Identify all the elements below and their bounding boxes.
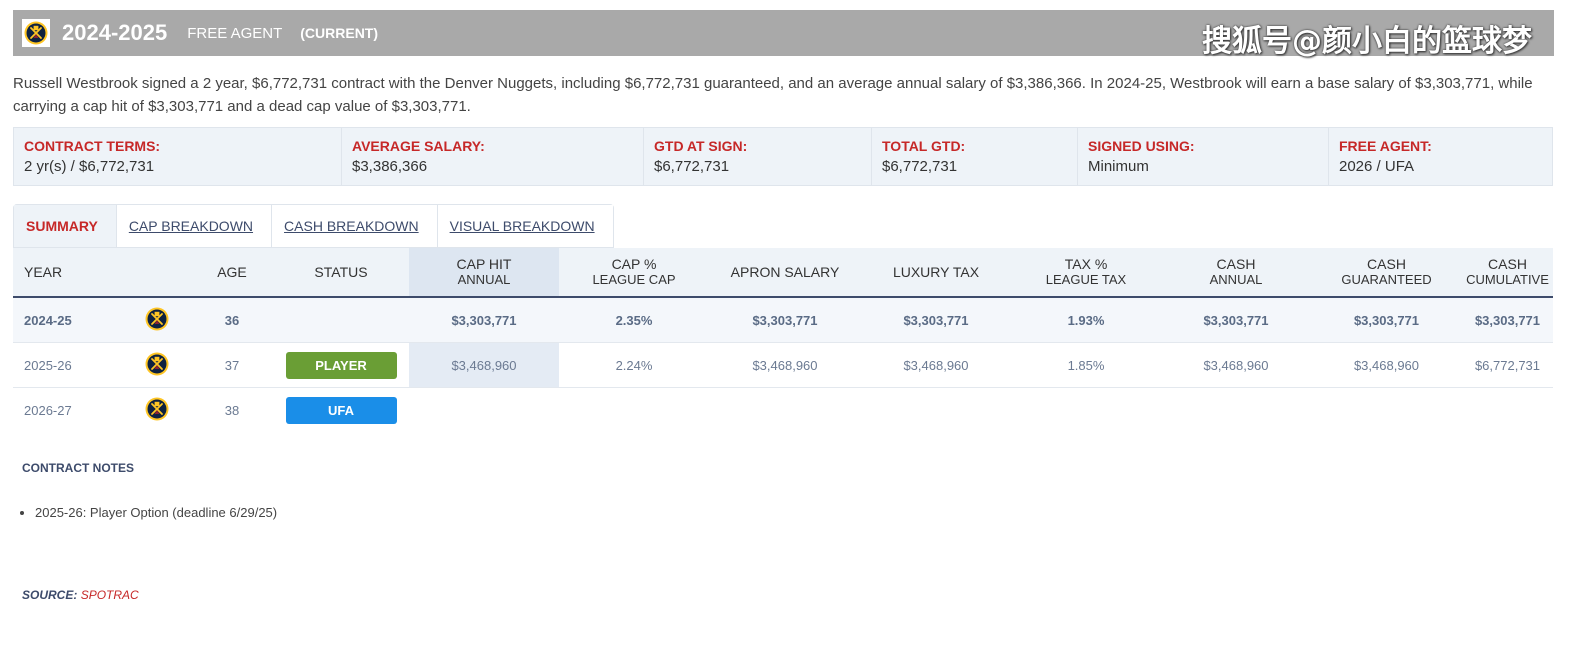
term-label: FREE AGENT: xyxy=(1339,138,1432,154)
status-badge-ufa: UFA xyxy=(285,396,397,424)
table-row: 2025-26 37 PLAYER $3,468,960 2.24% $3,46… xyxy=(13,342,1553,388)
table-header-row: YEAR AGE STATUS CAP HIT ANNUAL CAP % LEAGU… xyxy=(13,248,1553,298)
term-total-gtd: TOTAL GTD: $6,772,731 xyxy=(872,128,1078,185)
term-label: TOTAL GTD: xyxy=(882,138,966,154)
cell-apron: $3,303,771 xyxy=(709,297,861,343)
cell-status xyxy=(273,297,409,343)
cell-cap-hit: $3,468,960 xyxy=(409,342,559,388)
cell-cap-hit: $3,303,771 xyxy=(409,297,559,343)
term-label: AVERAGE SALARY: xyxy=(352,138,485,154)
term-value: $3,386,366 xyxy=(352,158,428,175)
term-free-agent: FREE AGENT: 2026 / UFA xyxy=(1329,128,1552,185)
page-header: 2024-2025 FREE AGENT (CURRENT) 搜狐号@颜小白的篮… xyxy=(13,10,1554,59)
contract-terms: CONTRACT TERMS: 2 yr(s) / $6,772,731 AVE… xyxy=(13,127,1553,186)
term-label: CONTRACT TERMS: xyxy=(24,138,161,154)
term-value: 2026 / UFA xyxy=(1339,158,1415,175)
cell-year: 2025-26 xyxy=(13,342,123,388)
cell-cash-cumulative: $6,772,731 xyxy=(1462,342,1553,388)
watermark: 搜狐号@颜小白的篮球梦 xyxy=(1202,24,1532,59)
team-logo xyxy=(22,19,50,47)
table-row: 2026-27 38 UFA xyxy=(13,388,1553,433)
col-status: STATUS xyxy=(273,248,409,298)
cell-year: 2026-27 xyxy=(24,402,72,418)
term-value: Minimum xyxy=(1088,158,1149,175)
col-apron: APRON SALARY xyxy=(709,248,861,298)
cell-empty xyxy=(559,388,709,433)
cell-tax-pct: 1.85% xyxy=(1011,342,1161,388)
source-value: SPOTRAC xyxy=(80,588,139,602)
cell-cap-pct: 2.24% xyxy=(559,342,709,388)
tab-cap-breakdown[interactable]: CAP BREAKDOWN xyxy=(116,205,273,247)
cell-cash-guaranteed: $3,303,771 xyxy=(1311,297,1462,343)
term-value: $6,772,731 xyxy=(654,158,730,175)
cell-age: 38 xyxy=(224,402,240,418)
cell-status: PLAYER xyxy=(273,342,409,388)
cell-age: 36 xyxy=(191,297,273,343)
nuggets-logo-icon xyxy=(145,307,169,331)
cell-tax-pct: 1.93% xyxy=(1011,297,1161,343)
term-gtd-sign: GTD AT SIGN: $6,772,731 xyxy=(644,128,872,185)
cell-cap-hit xyxy=(409,388,559,433)
term-contract: CONTRACT TERMS: 2 yr(s) / $6,772,731 xyxy=(14,128,342,185)
cell-cap-pct: 2.35% xyxy=(559,297,709,343)
col-age: AGE xyxy=(191,248,273,298)
col-cap-pct: CAP % LEAGUE CAP xyxy=(559,248,709,298)
current-label: (CURRENT) xyxy=(300,25,379,41)
term-average: AVERAGE SALARY: $3,386,366 xyxy=(342,128,644,185)
contract-description: Russell Westbrook signed a 2 year, $6,77… xyxy=(13,75,1533,115)
cell-empty xyxy=(1011,388,1161,433)
contract-tabs: SUMMARY CAP BREAKDOWN CASH BREAKDOWN VIS… xyxy=(13,204,614,248)
cell-cash-annual: $3,468,960 xyxy=(1161,342,1311,388)
source-credit: SOURCE: SPOTRAC xyxy=(22,588,139,602)
cell-luxury-tax: $3,468,960 xyxy=(861,342,1011,388)
col-team xyxy=(123,248,191,298)
status-badge-player: PLAYER xyxy=(285,351,397,379)
tab-summary[interactable]: SUMMARY xyxy=(14,205,117,247)
list-item: 2025-26: Player Option (deadline 6/29/25… xyxy=(35,505,277,520)
cell-empty xyxy=(1311,388,1462,433)
term-label: SIGNED USING: xyxy=(1088,138,1195,154)
col-luxury-tax: LUXURY TAX xyxy=(861,248,1011,298)
nuggets-logo-icon xyxy=(145,397,169,421)
col-cash-annual: CASH ANNUAL xyxy=(1161,248,1311,298)
tab-visual-breakdown[interactable]: VISUAL BREAKDOWN xyxy=(437,205,613,247)
cell-team xyxy=(123,342,191,388)
nuggets-logo-icon xyxy=(24,21,48,45)
cell-status: UFA xyxy=(273,388,409,433)
cell-empty xyxy=(1462,388,1553,433)
col-year: YEAR xyxy=(13,248,123,298)
season-title: 2024-2025 xyxy=(62,20,168,45)
source-label: SOURCE: xyxy=(22,588,78,602)
table-row: 2024-25 36 $3,303,771 2.35% $3,303,771 $… xyxy=(13,297,1553,343)
col-cash-cumulative: CASH CUMULATIVE xyxy=(1462,248,1553,298)
term-signed-using: SIGNED USING: Minimum xyxy=(1078,128,1329,185)
cell-age: 37 xyxy=(191,342,273,388)
contract-notes-list: 2025-26: Player Option (deadline 6/29/25… xyxy=(22,505,277,520)
col-cap-hit: CAP HIT ANNUAL xyxy=(409,248,559,298)
cell-luxury-tax: $3,303,771 xyxy=(861,297,1011,343)
term-value: 2 yr(s) / $6,772,731 xyxy=(24,158,155,175)
cell-empty xyxy=(1161,388,1311,433)
cell-team xyxy=(123,388,191,433)
cell-empty xyxy=(861,388,1011,433)
col-tax-pct: TAX % LEAGUE TAX xyxy=(1011,248,1161,298)
cell-empty xyxy=(709,388,861,433)
cell-cash-annual: $3,303,771 xyxy=(1161,297,1311,343)
cell-team xyxy=(123,297,191,343)
term-value: $6,772,731 xyxy=(882,158,958,175)
cell-year: 2024-25 xyxy=(13,297,123,343)
contract-table: YEAR AGE STATUS CAP HIT ANNUAL CAP % LEAGU… xyxy=(13,248,1553,432)
contract-notes-title: CONTRACT NOTES xyxy=(22,461,134,475)
tab-cash-breakdown[interactable]: CASH BREAKDOWN xyxy=(272,205,438,247)
col-cash-guaranteed: CASH GUARANTEED xyxy=(1311,248,1462,298)
nuggets-logo-icon xyxy=(145,352,169,376)
cell-cash-guaranteed: $3,468,960 xyxy=(1311,342,1462,388)
cell-apron: $3,468,960 xyxy=(709,342,861,388)
term-label: GTD AT SIGN: xyxy=(654,138,748,154)
free-agent-label: FREE AGENT xyxy=(187,24,283,42)
cell-cash-cumulative: $3,303,771 xyxy=(1462,297,1553,343)
